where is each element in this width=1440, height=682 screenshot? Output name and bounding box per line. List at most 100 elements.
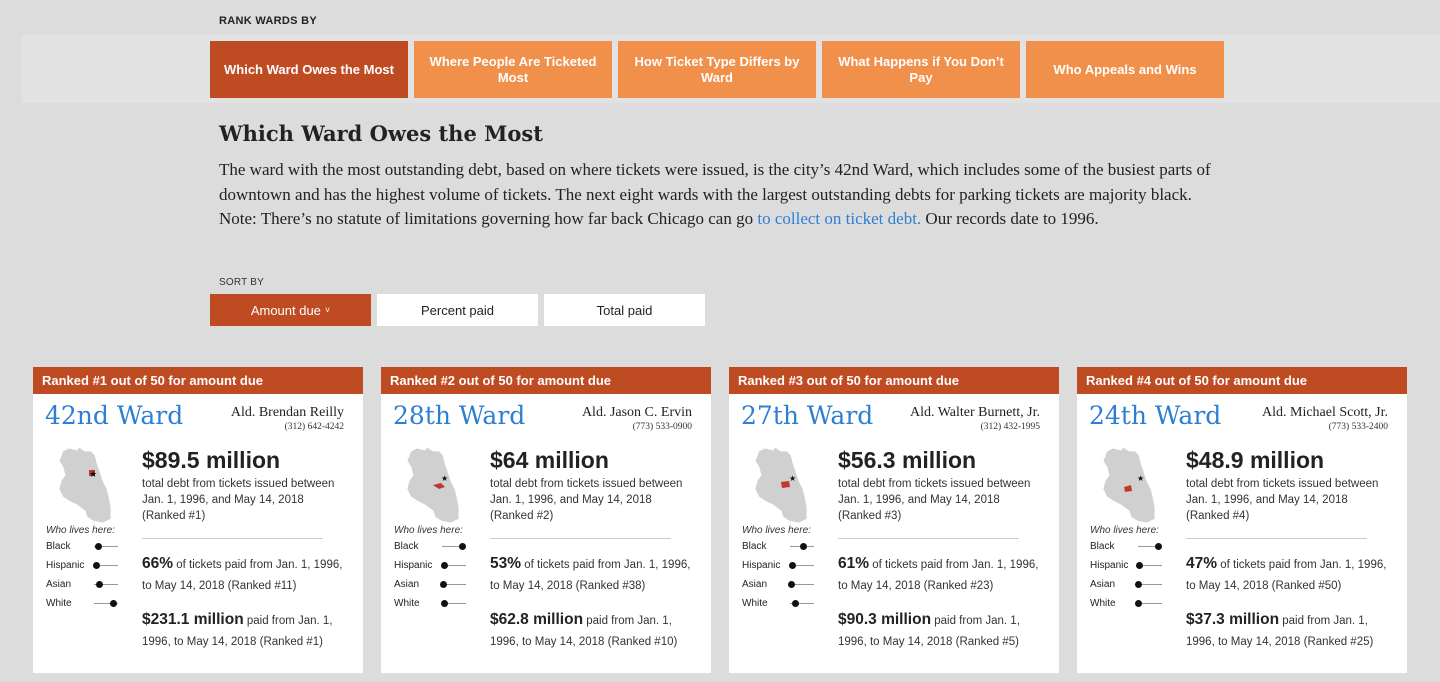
ward-name[interactable]: 27th Ward — [741, 401, 874, 430]
alderman-name: Ald. Brendan Reilly — [230, 405, 344, 420]
demographic-row: White — [46, 597, 126, 611]
ward-map-icon: ★ — [1102, 446, 1156, 524]
demographic-track — [790, 603, 814, 604]
demographic-row: Asian — [1090, 578, 1170, 592]
demographic-dot — [96, 581, 103, 588]
demographic-dot — [1135, 581, 1142, 588]
alderman-name: Ald. Michael Scott, Jr. — [1262, 405, 1388, 420]
demographic-label: White — [742, 598, 768, 609]
total-paid-stat: $90.3 million paid from Jan. 1, 1996, to… — [838, 609, 1048, 653]
demographic-label: Hispanic — [742, 560, 781, 571]
city-hall-star-icon: ★ — [441, 474, 448, 483]
demographic-track — [1138, 546, 1162, 547]
percent-paid-stat: 47% of tickets paid from Jan. 1, 1996, t… — [1186, 553, 1396, 597]
amount-due: $64 million — [490, 447, 609, 473]
percent-paid-value: 47% — [1186, 555, 1218, 572]
total-paid-value: $62.8 million — [490, 611, 584, 628]
description-text-end: Our records date to 1996. — [921, 209, 1099, 228]
ward-card: Ranked #3 out of 50 for amount due 27th … — [729, 367, 1059, 673]
demographic-dot — [1155, 543, 1162, 550]
tab-dont-pay[interactable]: What Happens if You Don’t Pay — [822, 41, 1020, 98]
demographic-dot — [441, 600, 448, 607]
chevron-down-icon: ˅ — [324, 305, 331, 315]
ward-cards: Ranked #1 out of 50 for amount due 42nd … — [33, 367, 1407, 673]
amount-due: $56.3 million — [838, 447, 977, 473]
collect-debt-link[interactable]: to collect on ticket debt. — [757, 209, 922, 228]
section-title: Which Ward Owes the Most — [219, 121, 543, 146]
ward-card: Ranked #4 out of 50 for amount due 24th … — [1077, 367, 1407, 673]
ward-name[interactable]: 24th Ward — [1089, 401, 1222, 430]
tab-ticketed-most[interactable]: Where People Are Ticketed Most — [414, 41, 612, 98]
percent-paid-description: of tickets paid from Jan. 1, 1996, to Ma… — [1186, 559, 1387, 592]
ward-name[interactable]: 42nd Ward — [45, 401, 184, 430]
total-paid-stat: $37.3 million paid from Jan. 1, 1996, to… — [1186, 609, 1396, 653]
demographic-track — [790, 565, 814, 566]
demographic-track — [1138, 565, 1162, 566]
total-paid-stat: $231.1 million paid from Jan. 1, 1996, t… — [142, 609, 352, 653]
tab-appeals[interactable]: Who Appeals and Wins — [1026, 41, 1224, 98]
city-outline — [58, 446, 112, 524]
demographic-row: Black — [394, 540, 474, 554]
demographic-track — [94, 584, 118, 585]
section-description: The ward with the most outstanding debt,… — [219, 158, 1229, 232]
ward-highlight — [1124, 485, 1132, 492]
sort-percent-paid-button[interactable]: Percent paid — [377, 294, 538, 326]
city-outline — [754, 446, 808, 524]
percent-paid-description: of tickets paid from Jan. 1, 1996, to Ma… — [490, 559, 691, 592]
demographic-row: Asian — [46, 578, 126, 592]
demographic-label: White — [394, 598, 420, 609]
sort-amount-due-button[interactable]: Amount due ˅ — [210, 294, 371, 326]
demographic-label: Hispanic — [394, 560, 433, 571]
card-divider — [142, 538, 323, 539]
total-paid-value: $37.3 million — [1186, 611, 1280, 628]
demographic-label: Asian — [1090, 579, 1116, 590]
percent-paid-value: 61% — [838, 555, 870, 572]
demographic-row: Hispanic — [1090, 559, 1170, 573]
who-lives-here-label: Who lives here: — [742, 525, 811, 536]
percent-paid-value: 53% — [490, 555, 522, 572]
demographic-row: Asian — [394, 578, 474, 592]
sort-by-label: SORT BY — [219, 277, 264, 288]
demographic-track — [1138, 584, 1162, 585]
card-divider — [1186, 538, 1367, 539]
ward-highlight — [781, 481, 790, 488]
card-divider — [490, 538, 671, 539]
demographic-label: White — [1090, 598, 1116, 609]
percent-paid-description: of tickets paid from Jan. 1, 1996, to Ma… — [838, 559, 1039, 592]
demographic-row: White — [742, 597, 822, 611]
demographic-track — [1138, 603, 1162, 604]
amount-description: total debt from tickets issued between J… — [142, 478, 335, 522]
demographic-track — [94, 565, 118, 566]
total-paid-stat: $62.8 million paid from Jan. 1, 1996, to… — [490, 609, 700, 653]
ward-map-icon: ★ — [58, 446, 112, 524]
city-outline — [1102, 446, 1156, 524]
total-paid-value: $90.3 million — [838, 611, 932, 628]
demographic-row: Hispanic — [46, 559, 126, 573]
rank-wards-label: RANK WARDS BY — [219, 15, 318, 27]
percent-paid-stat: 53% of tickets paid from Jan. 1, 1996, t… — [490, 553, 700, 597]
card-rank-header: Ranked #4 out of 50 for amount due — [1077, 367, 1407, 394]
percent-paid-value: 66% — [142, 555, 174, 572]
sort-amount-due-label: Amount due — [250, 302, 321, 318]
tab-owes-most[interactable]: Which Ward Owes the Most — [210, 41, 408, 98]
city-hall-star-icon: ★ — [1137, 474, 1144, 483]
demographic-track — [442, 546, 466, 547]
demographic-dot — [440, 581, 447, 588]
amount-description: total debt from tickets issued between J… — [490, 478, 683, 522]
alderman-phone: (312) 432-1995 — [980, 422, 1040, 432]
demographic-dot — [1135, 600, 1142, 607]
sort-total-paid-button[interactable]: Total paid — [544, 294, 705, 326]
tab-ticket-type[interactable]: How Ticket Type Differs by Ward — [618, 41, 816, 98]
ward-name[interactable]: 28th Ward — [393, 401, 526, 430]
alderman-phone: (312) 642-4242 — [284, 422, 344, 432]
total-paid-description: paid from Jan. 1, 1996, to May 14, 2018 … — [142, 615, 333, 648]
demographic-track — [442, 603, 466, 604]
alderman-phone: (773) 533-0900 — [632, 422, 692, 432]
alderman-name: Ald. Walter Burnett, Jr. — [909, 405, 1040, 420]
amount-description: total debt from tickets issued between J… — [838, 478, 1031, 522]
demographic-dot — [93, 562, 100, 569]
demographic-dot — [788, 581, 795, 588]
demographic-label: Asian — [742, 579, 768, 590]
ward-map-icon: ★ — [754, 446, 808, 524]
demographic-dot — [792, 600, 799, 607]
